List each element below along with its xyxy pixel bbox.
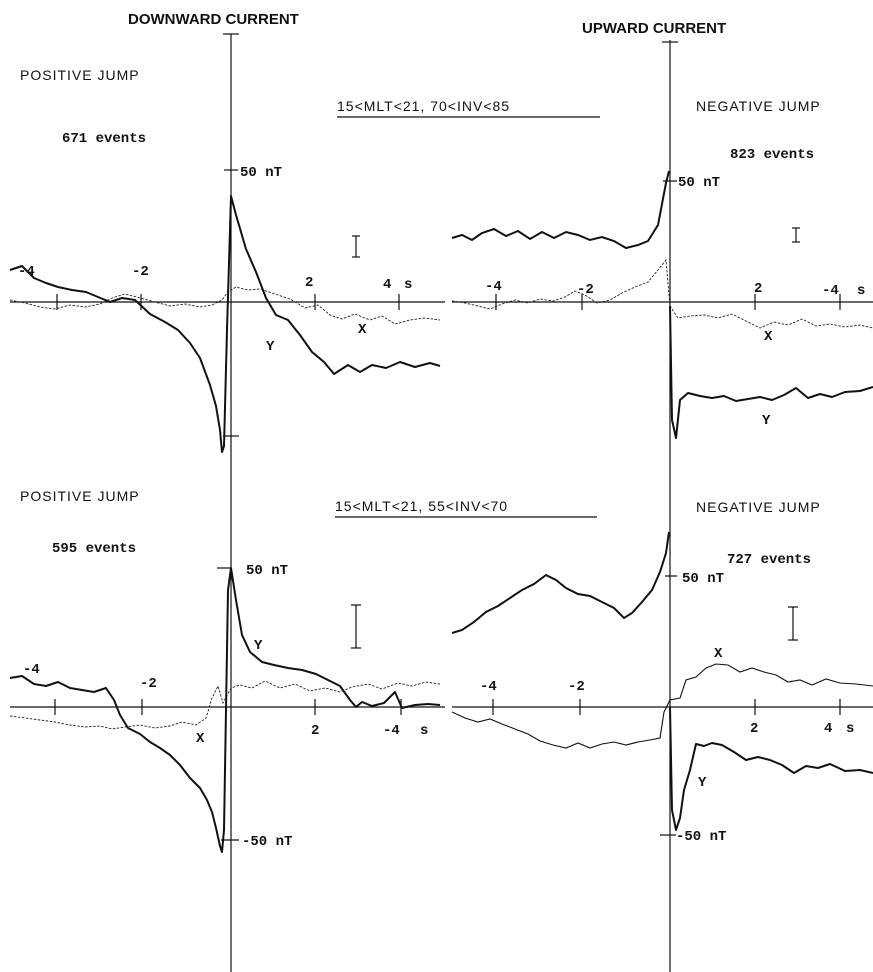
bottom-left-events: 595 events (52, 541, 136, 557)
top-left-ticklabel-unit: s (404, 277, 412, 293)
bottom-right-ticklabel-m2: -2 (568, 679, 585, 695)
top-left-y-label: Y (266, 339, 275, 355)
top-left-y-trace (9, 195, 441, 453)
bottom-right-x-trace (451, 663, 873, 749)
bottom-condition-label: 15<MLT<21, 55<INV<70 (335, 498, 508, 514)
bottom-right-error-bar (788, 606, 798, 641)
top-right-scale-label: 50 nT (678, 175, 720, 191)
bottom-right-neg-scale-label: -50 nT (676, 829, 726, 845)
bottom-left-ticklabel-p2: 2 (311, 723, 319, 739)
top-right-events: 823 events (730, 147, 814, 163)
top-right-ticklabel-p4: -4 (822, 283, 839, 299)
bottom-left-x-label: X (196, 731, 205, 747)
bottom-left-scale-label: 50 nT (246, 563, 288, 579)
top-left-jump-label: POSITIVE JUMP (20, 67, 140, 83)
bottom-left-y-label: Y (254, 638, 263, 654)
bottom-right-events: 727 events (727, 552, 811, 568)
top-right-error-bar (792, 227, 800, 243)
bottom-left-ticklabel-m2: -2 (140, 676, 157, 692)
header-downward-current: DOWNWARD CURRENT (128, 11, 299, 28)
bottom-left-x-trace (9, 680, 441, 730)
top-right-ticklabel-p2: 2 (754, 281, 762, 297)
bottom-left-y-trace (9, 567, 441, 853)
top-right-ticklabel-unit: s (857, 283, 865, 299)
top-left-ticklabel-m2: -2 (132, 264, 149, 280)
top-right-x-label: X (764, 329, 773, 345)
bottom-right-ticklabel-p4: 4 (824, 721, 832, 737)
top-right-ticklabel-m2: -2 (577, 282, 594, 298)
bottom-right-jump-label: NEGATIVE JUMP (696, 499, 821, 515)
top-right-ticklabel-m4: -4 (485, 279, 502, 295)
top-condition-label: 15<MLT<21, 70<INV<85 (337, 98, 510, 114)
top-left-x-label: X (358, 322, 367, 338)
bottom-left-error-bar (351, 604, 361, 649)
bottom-right-y-trace-before (451, 531, 670, 634)
top-left-events: 671 events (62, 131, 146, 147)
bottom-right-y-label: Y (698, 775, 707, 791)
bottom-right-scale-label: 50 nT (682, 571, 724, 587)
top-right-y-label: Y (762, 413, 771, 429)
bottom-right-ticklabel-m4: -4 (480, 679, 497, 695)
bottom-right-ticklabel-unit: s (846, 721, 854, 737)
bottom-right-y-trace-after (669, 706, 873, 831)
top-left-ticklabel-p4: 4 (383, 277, 391, 293)
top-left-ticklabel-p2: 2 (305, 275, 313, 291)
bottom-left-ticklabel-m4: -4 (23, 662, 40, 678)
bottom-left-jump-label: POSITIVE JUMP (20, 488, 140, 504)
top-left-x-trace (9, 286, 441, 325)
bottom-left-neg-scale-label: -50 nT (242, 834, 292, 850)
header-upward-current: UPWARD CURRENT (582, 20, 726, 37)
bottom-left-ticklabel-unit: s (420, 723, 428, 739)
top-right-y-trace-before (451, 170, 670, 250)
top-right-y-trace-after (669, 305, 873, 439)
top-left-error-bar (352, 235, 360, 258)
top-left-scale-label: 50 nT (240, 165, 282, 181)
bottom-right-x-label: X (714, 646, 723, 662)
top-right-jump-label: NEGATIVE JUMP (696, 98, 821, 114)
top-right-x-trace (451, 258, 873, 329)
bottom-right-ticklabel-p2: 2 (750, 721, 758, 737)
bottom-left-ticklabel-p4: -4 (383, 723, 400, 739)
